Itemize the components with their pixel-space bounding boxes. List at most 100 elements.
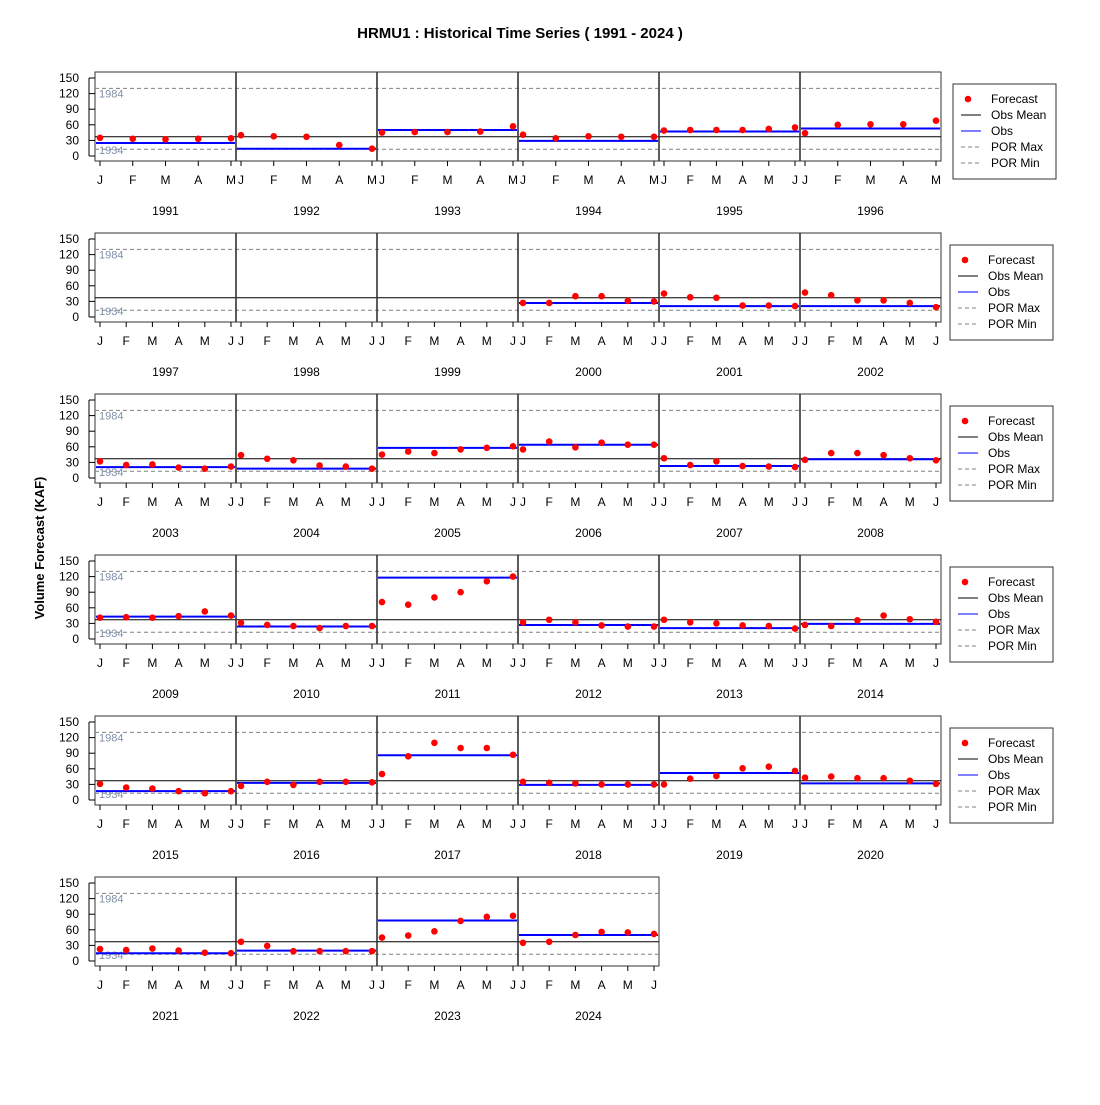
month-label: A: [457, 334, 465, 348]
month-label: M: [226, 173, 236, 187]
forecast-point: [854, 616, 861, 624]
forecast-point: [906, 454, 914, 462]
por-max-label: 1984: [99, 249, 123, 261]
month-label: M: [482, 495, 492, 509]
month-label: J: [792, 817, 798, 831]
year-panel: J F M A M J 2016: [235, 716, 376, 862]
year-panel: J F M A M J 2007: [658, 394, 799, 540]
month-label: M: [482, 656, 492, 670]
forecast-point: [201, 608, 209, 615]
forecast-point: [431, 928, 438, 935]
month-label: A: [598, 334, 606, 348]
month-label: J: [228, 495, 234, 509]
por-min-label: 1934: [99, 950, 123, 962]
y-tick-label: 150: [59, 554, 79, 568]
forecast-point: [368, 465, 376, 472]
month-label: F: [123, 978, 130, 992]
month-label: A: [457, 978, 465, 992]
forecast-point: [598, 781, 605, 788]
forecast-point: [880, 774, 887, 782]
year-label: 1992: [293, 204, 320, 218]
month-label: A: [457, 656, 465, 670]
forecast-point: [303, 133, 310, 141]
forecast-point: [650, 781, 658, 788]
year-label: 2013: [716, 687, 743, 701]
month-label: M: [147, 817, 157, 831]
month-label: F: [828, 334, 835, 348]
forecast-point: [545, 938, 553, 946]
month-label: F: [129, 173, 136, 187]
month-label: M: [341, 495, 351, 509]
month-label: A: [175, 495, 183, 509]
forecast-point: [827, 449, 835, 457]
forecast-point: [237, 619, 245, 627]
forecast-point: [932, 117, 940, 124]
month-label: M: [429, 817, 439, 831]
legend-entry: Forecast: [991, 92, 1038, 106]
forecast-point: [483, 913, 491, 921]
forecast-point: [227, 135, 235, 142]
forecast-point: [263, 942, 271, 950]
month-label: J: [933, 817, 939, 831]
forecast-point: [899, 120, 907, 128]
month-label: J: [661, 817, 667, 831]
forecast-point: [342, 778, 350, 786]
month-label: F: [552, 173, 559, 187]
year-label: 1993: [434, 204, 461, 218]
year-panel: J F M A M J 2020: [799, 716, 940, 862]
forecast-point: [201, 789, 209, 797]
legend-entry: Obs Mean: [988, 269, 1043, 283]
forecast-point: [129, 135, 137, 143]
y-tick-label: 150: [59, 876, 79, 890]
forecast-point: [227, 949, 235, 957]
y-tick-label: 150: [59, 393, 79, 407]
legend-entry: Obs: [988, 607, 1010, 621]
month-label: J: [661, 495, 667, 509]
month-label: J: [369, 334, 375, 348]
legend-forecast-symbol: [961, 256, 969, 264]
month-label: M: [711, 173, 721, 187]
month-label: M: [764, 173, 774, 187]
forecast-point: [827, 622, 835, 630]
month-label: F: [123, 495, 130, 509]
year-panel: J F M A M J 2011: [376, 555, 517, 701]
month-label: J: [520, 978, 526, 992]
month-label: M: [570, 656, 580, 670]
forecast-point: [686, 619, 694, 626]
forecast-point: [880, 297, 887, 304]
forecast-point: [342, 463, 350, 470]
legend-entry: Forecast: [988, 253, 1035, 267]
por-min-label: 1934: [99, 306, 123, 318]
legend-entry: Obs Mean: [988, 752, 1043, 766]
y-axis-label: Volume Forecast (KAF): [32, 477, 47, 620]
legend-entry: Forecast: [988, 736, 1035, 750]
forecast-point: [227, 463, 235, 470]
forecast-point: [765, 125, 773, 133]
forecast-point: [660, 781, 668, 788]
month-label: A: [617, 173, 625, 187]
month-label: J: [792, 495, 798, 509]
forecast-point: [227, 787, 235, 795]
forecast-point: [237, 782, 245, 790]
forecast-point: [227, 612, 235, 619]
forecast-point: [650, 930, 658, 938]
forecast-point: [650, 298, 658, 305]
month-label: M: [341, 334, 351, 348]
month-label: F: [264, 495, 271, 509]
forecast-point: [827, 773, 835, 780]
year-panel: J F M A M J 2019: [658, 716, 799, 862]
forecast-point: [801, 129, 809, 137]
month-label: F: [687, 656, 694, 670]
forecast-point: [598, 292, 605, 300]
forecast-point: [765, 302, 773, 309]
month-label: J: [97, 978, 103, 992]
y-tick-label: 30: [66, 133, 80, 147]
forecast-point: [237, 938, 245, 946]
forecast-point: [854, 774, 861, 782]
year-panel: J F M A M 1992: [235, 72, 377, 218]
month-label: A: [335, 173, 343, 187]
forecast-point: [290, 781, 297, 789]
por-min-label: 1934: [99, 628, 123, 640]
month-label: M: [288, 656, 298, 670]
